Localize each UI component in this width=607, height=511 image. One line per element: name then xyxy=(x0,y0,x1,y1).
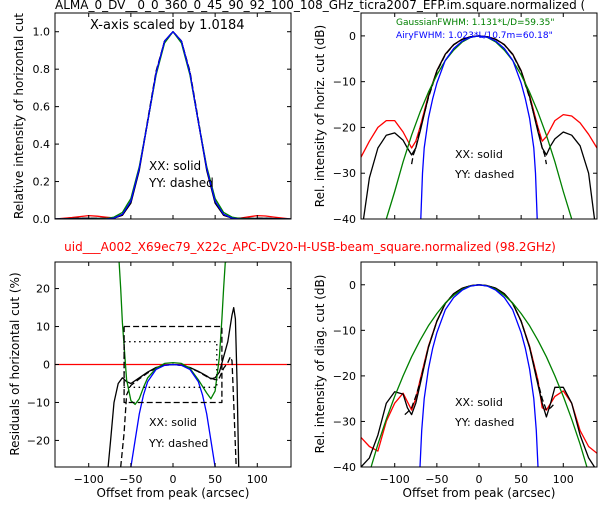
p1-ytick-label-1: 0.2 xyxy=(33,176,51,189)
p2-ylabel: Rel. intensity of horiz. cut (dB) xyxy=(313,25,327,207)
p4-ytick-label-2: −20 xyxy=(333,370,356,383)
p4-series-2 xyxy=(404,284,556,416)
p2-annotation-yy: YY: dashed xyxy=(454,168,514,181)
p3-xtick-label-0: −100 xyxy=(74,473,104,486)
p3-ytick-label-1: −10 xyxy=(27,396,50,409)
p3-series-3 xyxy=(118,262,227,406)
p1-series-2 xyxy=(55,31,291,219)
p1-ylabel: Relative intensity of horizontal cut xyxy=(12,13,26,219)
p1-ytick-label-3: 0.6 xyxy=(33,101,51,114)
p3-ytick-label-4: 20 xyxy=(36,283,50,296)
p1-ytick-label-5: 1.0 xyxy=(33,26,51,39)
p4-plot: −100 −50 0 50 100−40−30−20−100 xyxy=(333,262,597,486)
p4-ytick-label-4: 0 xyxy=(349,279,356,292)
p2-ytick-label-1: −30 xyxy=(333,167,356,180)
p2-annotation-airy: AiryFWHM: 1.023*L/10.7m=60.18" xyxy=(396,31,553,41)
p2-series-0 xyxy=(361,35,597,158)
p3-series-4 xyxy=(130,363,216,467)
p2-ytick-label-0: −40 xyxy=(333,213,356,226)
p4-annotation-xx: XX: solid xyxy=(455,396,503,409)
p4-ylabel: Rel. intensity of diag. cut (dB) xyxy=(313,275,327,454)
p3-xtick-label-4: 100 xyxy=(247,473,268,486)
p4-series-1 xyxy=(361,284,596,467)
panel-diagonal-db: −100 −50 0 50 100−40−30−20−100 Rel. intensit… xyxy=(313,261,598,500)
p1-plot: 0.0 0.2 0.4 0.6 0.8 1.0 xyxy=(33,13,291,226)
p1-annotation-xx: XX: solid xyxy=(149,159,201,173)
panel-horizontal-linear: 0.0 0.2 0.4 0.6 0.8 1.0 Relative intensity of… xyxy=(12,12,292,226)
p4-frame xyxy=(360,261,598,468)
p4-ytick-label-3: −10 xyxy=(333,324,356,337)
p2-series-4 xyxy=(420,35,538,219)
p3-frame xyxy=(54,261,292,468)
p2-plot: −40 −30 −20 −10 0 xyxy=(333,13,597,226)
p4-ytick-label-1: −30 xyxy=(333,415,356,428)
p1-series-3 xyxy=(55,31,291,219)
p3-ytick-label-2: 0 xyxy=(43,359,50,372)
p2-ytick-label-4: 0 xyxy=(349,30,356,43)
p1-ytick-label-0: 0.0 xyxy=(33,213,51,226)
p2-ytick-label-2: −20 xyxy=(333,121,356,134)
p2-series-1 xyxy=(362,35,596,219)
p4-xlabel: Offset from peak (arcsec) xyxy=(403,486,556,500)
p2-series-3 xyxy=(385,35,573,219)
p1-series-1 xyxy=(55,31,291,219)
p3-xlabel: Offset from peak (arcsec) xyxy=(97,486,250,500)
p4-series-4 xyxy=(419,284,539,467)
figure-subtitle: uid___A002_X69ec79_X22c_APC-DV20-H-USB-b… xyxy=(64,240,556,254)
p4-annotation-yy: YY: dashed xyxy=(454,416,514,429)
p3-series-5 xyxy=(123,325,223,404)
p3-ytick-label-0: −20 xyxy=(27,434,50,447)
p3-xtick-label-1: −50 xyxy=(119,473,142,486)
p4-xtick-label-4: 100 xyxy=(553,473,574,486)
p4-xtick-label-2: 0 xyxy=(476,473,483,486)
p3-ytick-label-3: 10 xyxy=(36,321,50,334)
p1-ytick-label-4: 0.8 xyxy=(33,63,51,76)
p2-frame xyxy=(360,12,598,220)
p2-annotation-gaussian: GaussianFWHM: 1.131*L/D=59.35" xyxy=(396,18,554,28)
p1-ytick-label-2: 0.4 xyxy=(33,138,51,151)
p1-annotation-scale: X-axis scaled by 1.0184 xyxy=(90,18,245,33)
panel-horizontal-db: −40 −30 −20 −10 0 Rel. intensity of horiz. c… xyxy=(313,12,598,226)
figure-title: ALMA_0_DV__0_0_360_0_45_90_92_100_108_GH… xyxy=(55,0,585,12)
p1-annotation-yy: YY: dashed xyxy=(148,176,214,190)
p3-series-6 xyxy=(123,341,218,388)
p1-series-4 xyxy=(55,31,291,219)
p1-series-0 xyxy=(55,31,291,219)
p3-annotation-yy: YY: dashed xyxy=(148,437,208,450)
p4-xtick-label-0: −100 xyxy=(380,473,410,486)
p4-ytick-label-0: −40 xyxy=(333,461,356,474)
p4-series-3 xyxy=(370,284,588,467)
p2-annotation-xx: XX: solid xyxy=(455,148,503,161)
p3-annotation-xx: XX: solid xyxy=(149,416,197,429)
p3-xtick-label-2: 0 xyxy=(170,473,177,486)
p1-frame xyxy=(54,12,292,220)
p2-ytick-label-3: −10 xyxy=(333,76,356,89)
p4-xtick-label-1: −50 xyxy=(425,473,448,486)
p4-xtick-label-3: 50 xyxy=(514,473,528,486)
p3-xtick-label-3: 50 xyxy=(208,473,222,486)
p3-ylabel: Residuals of horizontal cut (%) xyxy=(8,272,22,455)
